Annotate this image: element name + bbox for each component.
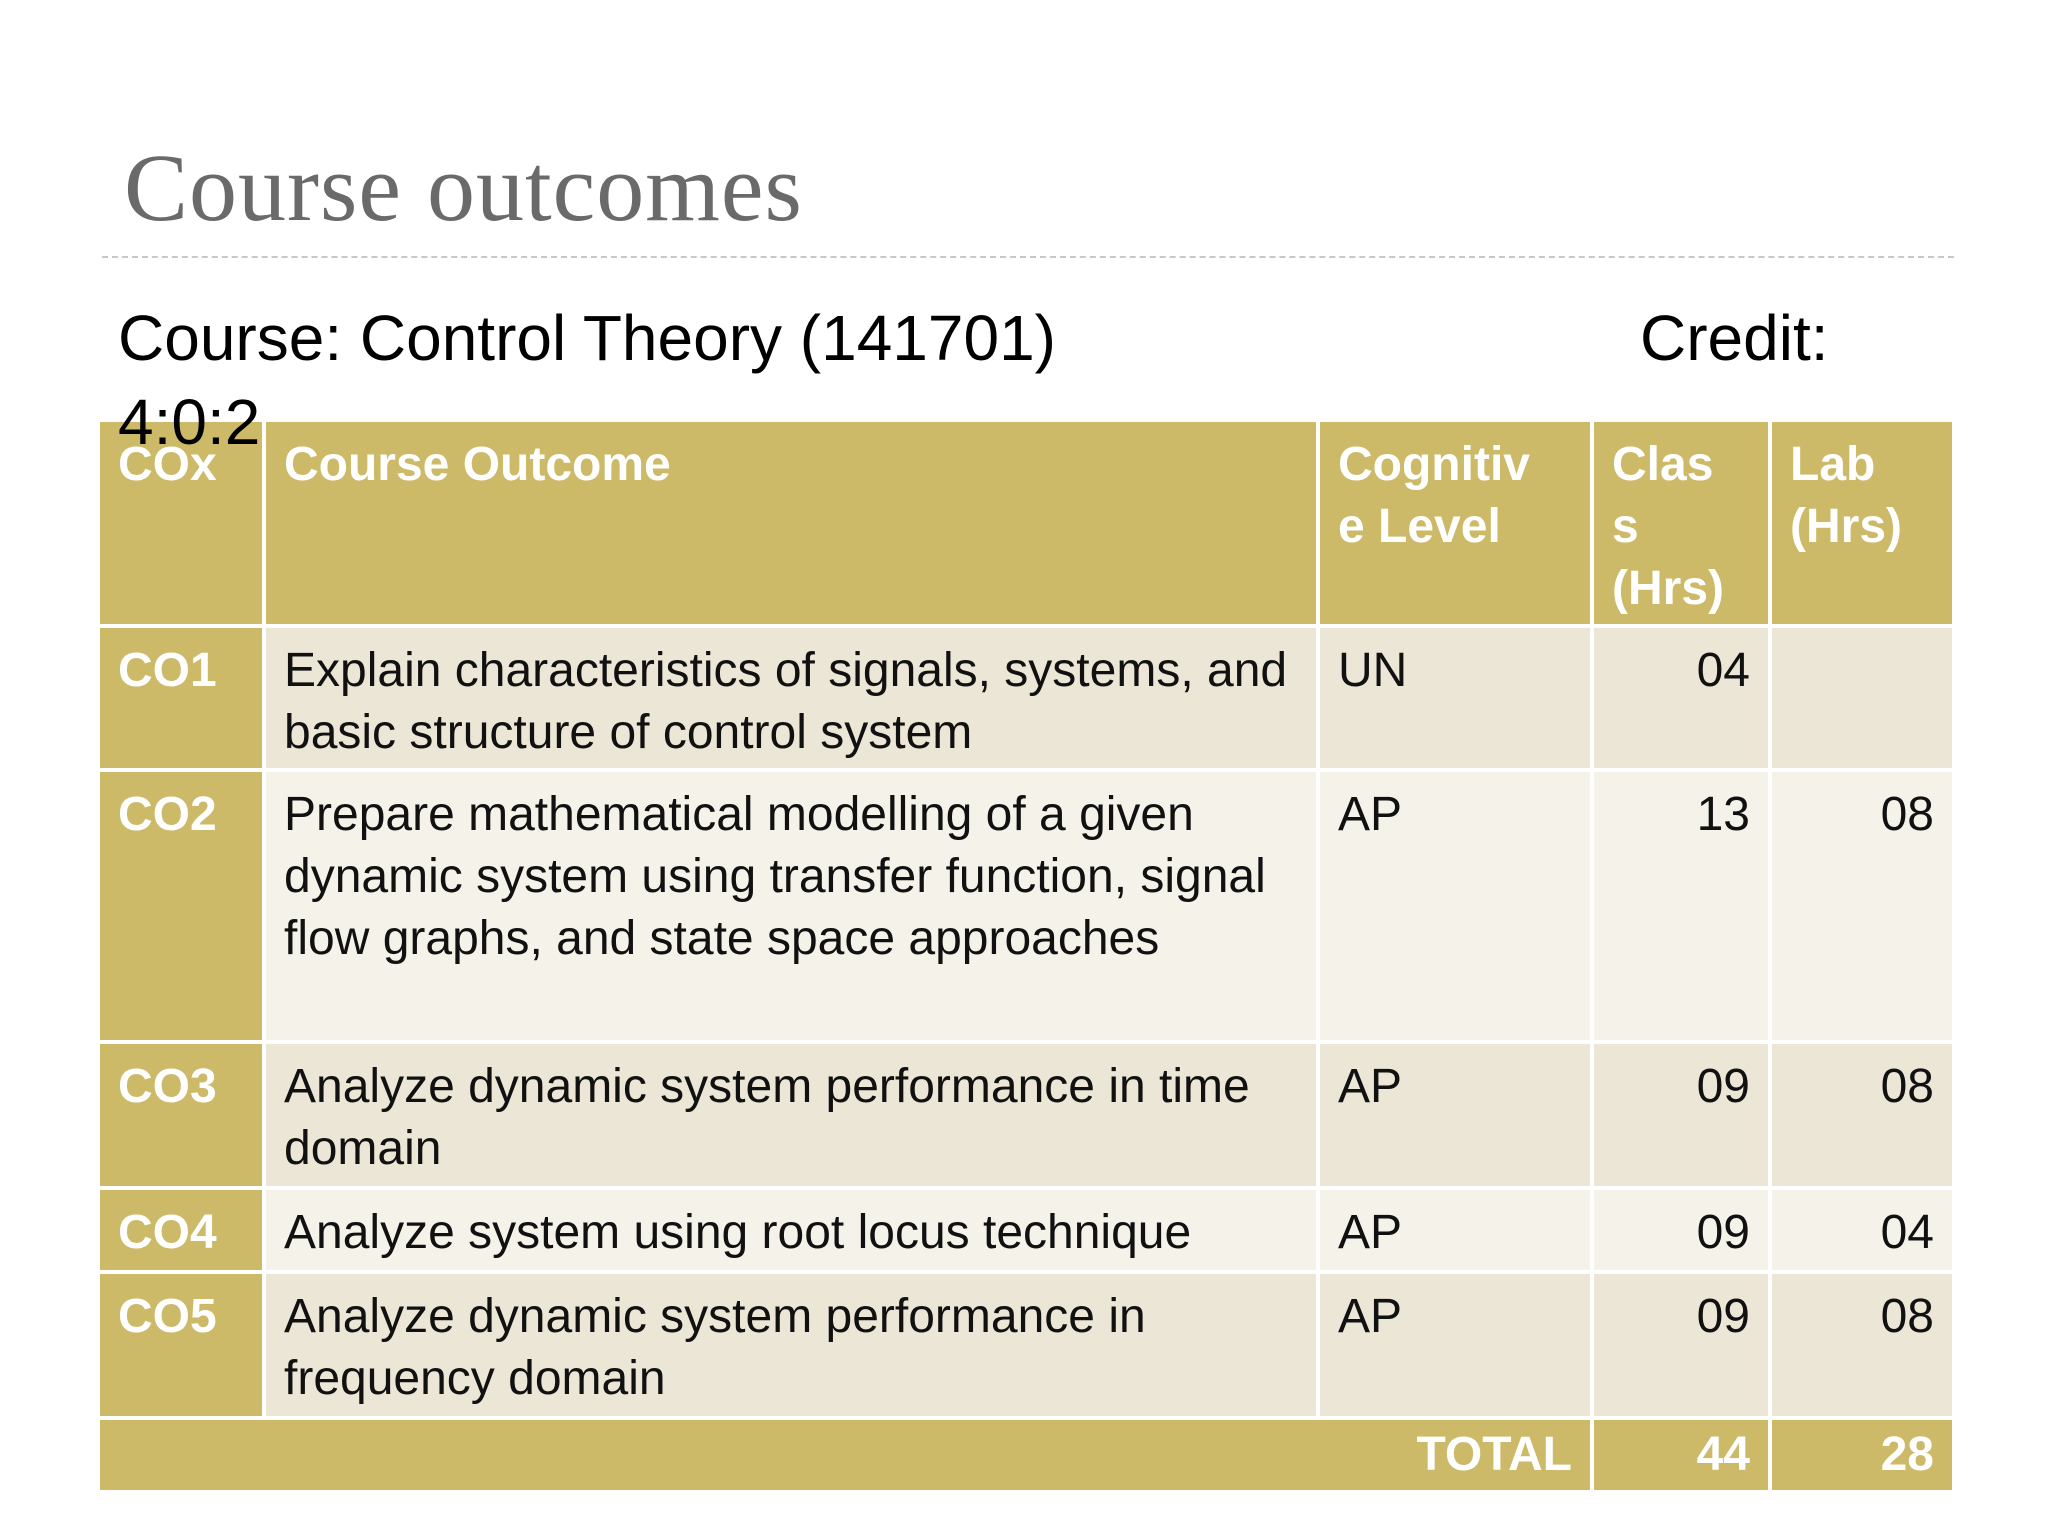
cell-level: AP xyxy=(1320,772,1590,1040)
cell-level: UN xyxy=(1320,628,1590,768)
cell-level: AP xyxy=(1320,1044,1590,1186)
cell-lab-hrs: 04 xyxy=(1772,1190,1952,1270)
cell-cox: CO3 xyxy=(100,1044,262,1186)
total-class-hrs: 44 xyxy=(1594,1420,1768,1490)
header-lab-hrs: Lab (Hrs) xyxy=(1772,422,1952,624)
cell-class-hrs: 13 xyxy=(1594,772,1768,1040)
cell-cox: CO4 xyxy=(100,1190,262,1270)
cell-outcome: Analyze dynamic system performance in fr… xyxy=(266,1274,1316,1416)
table-total-row: TOTAL 44 28 xyxy=(100,1420,1952,1490)
cell-class-hrs: 04 xyxy=(1594,628,1768,768)
header-cox: COx xyxy=(100,422,262,624)
cell-cox: CO1 xyxy=(100,628,262,768)
cell-cox: CO5 xyxy=(100,1274,262,1416)
cell-outcome: Analyze system using root locus techniqu… xyxy=(266,1190,1316,1270)
cell-outcome: Explain characteristics of signals, syst… xyxy=(266,628,1316,768)
table-row: CO2 Prepare mathematical modelling of a … xyxy=(100,772,1952,1040)
table-row: CO1 Explain characteristics of signals, … xyxy=(100,628,1952,768)
total-lab-hrs: 28 xyxy=(1772,1420,1952,1490)
cell-class-hrs: 09 xyxy=(1594,1274,1768,1416)
cell-level: AP xyxy=(1320,1190,1590,1270)
table-header-row: COx Course Outcome Cognitiv e Level Clas… xyxy=(100,422,1952,624)
cell-lab-hrs: 08 xyxy=(1772,1044,1952,1186)
cell-outcome: Analyze dynamic system performance in ti… xyxy=(266,1044,1316,1186)
table-row: CO3 Analyze dynamic system performance i… xyxy=(100,1044,1952,1186)
cell-lab-hrs: 08 xyxy=(1772,772,1952,1040)
table-row: CO4 Analyze system using root locus tech… xyxy=(100,1190,1952,1270)
course-outcomes-table: COx Course Outcome Cognitiv e Level Clas… xyxy=(96,418,1956,1494)
credit-value: 4:0:2 xyxy=(118,386,261,458)
header-cognitive-level: Cognitiv e Level xyxy=(1320,422,1590,624)
cell-lab-hrs: 08 xyxy=(1772,1274,1952,1416)
cell-level: AP xyxy=(1320,1274,1590,1416)
cell-outcome: Prepare mathematical modelling of a give… xyxy=(266,772,1316,1040)
header-course-outcome: Course Outcome xyxy=(266,422,1316,624)
total-label: TOTAL xyxy=(100,1420,1590,1490)
cell-class-hrs: 09 xyxy=(1594,1190,1768,1270)
cell-cox: CO2 xyxy=(100,772,262,1040)
course-line: Course: Control Theory (141701) xyxy=(118,302,1056,374)
credit-label: Credit: xyxy=(1640,302,1829,374)
table-row: CO5 Analyze dynamic system performance i… xyxy=(100,1274,1952,1416)
cell-lab-hrs xyxy=(1772,628,1952,768)
header-class-hrs: Clas s (Hrs) xyxy=(1594,422,1768,624)
cell-class-hrs: 09 xyxy=(1594,1044,1768,1186)
title-divider xyxy=(102,256,1954,258)
slide-title: Course outcomes xyxy=(124,134,803,241)
